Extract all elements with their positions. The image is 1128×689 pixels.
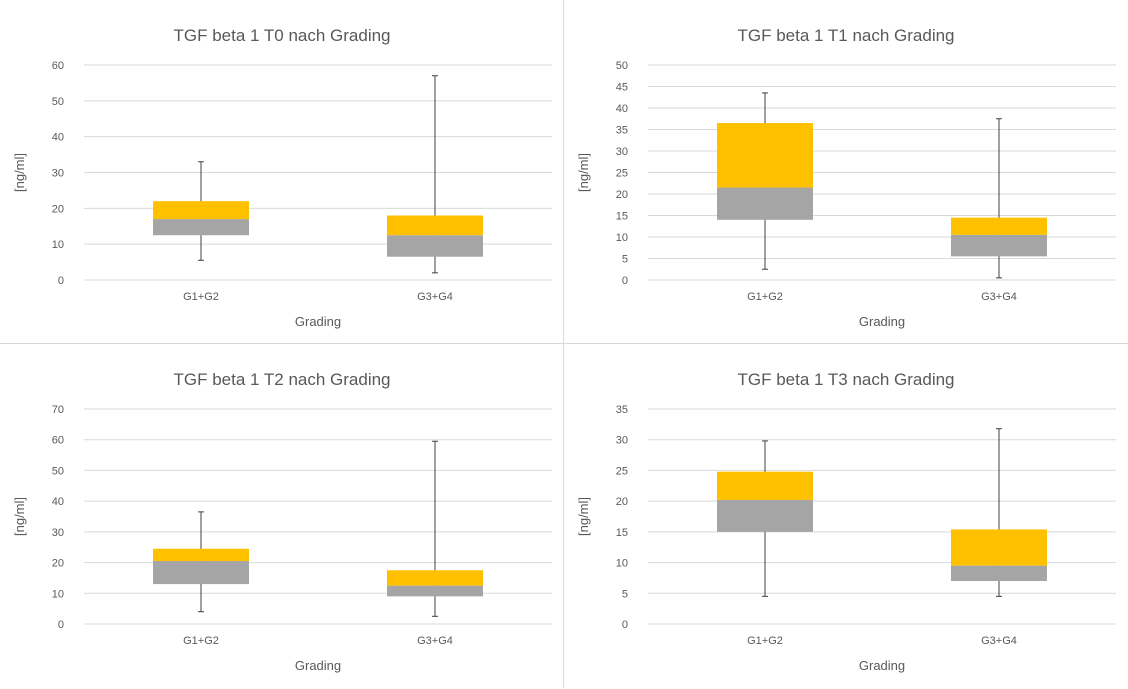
y-tick-label: 30 — [616, 146, 628, 158]
chart-panel-t1: TGF beta 1 T1 nach Grading 0 5 10 15 20 25 30 35… — [564, 0, 1128, 344]
y-tick-label: 50 — [52, 465, 64, 477]
box-g3-g4 — [951, 118, 1047, 279]
box-g3-g4 — [387, 75, 483, 274]
box-lower-quartile — [951, 565, 1047, 581]
y-tick-label: 10 — [616, 232, 628, 244]
x-category-label: G1+G2 — [183, 291, 219, 303]
box-upper-quartile — [951, 217, 1047, 235]
y-tick-label: 0 — [58, 275, 64, 287]
box-plot-t0: TGF beta 1 T0 nach Grading 0 10 20 30 40 50 60 [… — [12, 26, 552, 329]
x-category-label: G3+G4 — [417, 291, 453, 303]
x-category-label: G1+G2 — [747, 291, 783, 303]
box-plot-t2: TGF beta 1 T2 nach Grading 0 10 20 30 40 50 60 7… — [12, 370, 552, 673]
box-lower-quartile — [153, 561, 249, 585]
box-plot-t3: TGF beta 1 T3 nach Grading 0 5 10 15 20 25 30 35… — [576, 370, 1116, 673]
box-lower-quartile — [717, 499, 813, 532]
chart-title: TGF beta 1 T0 nach Grading — [173, 26, 390, 45]
y-tick-label: 0 — [622, 275, 628, 287]
box-g1-g2 — [717, 440, 813, 597]
y-tick-label: 60 — [52, 435, 64, 447]
y-tick-label: 45 — [616, 82, 628, 94]
box-plot-t1: TGF beta 1 T1 nach Grading 0 5 10 15 20 25 30 35… — [576, 26, 1116, 329]
y-tick-label: 30 — [52, 168, 64, 180]
y-tick-label: 35 — [616, 125, 628, 137]
box-g3-g4 — [951, 428, 1047, 597]
box-lower-quartile — [717, 187, 813, 220]
y-tick-label: 30 — [616, 435, 628, 447]
box-upper-quartile — [153, 201, 249, 220]
y-axis-title: [ng/ml] — [12, 153, 27, 192]
box-g1-g2 — [153, 511, 249, 613]
box-upper-quartile — [387, 215, 483, 236]
y-tick-label: 0 — [622, 619, 628, 631]
y-tick-label: 40 — [52, 132, 64, 144]
y-tick-label: 40 — [616, 103, 628, 115]
y-tick-label: 15 — [616, 527, 628, 539]
x-axis-title: Grading — [295, 314, 341, 329]
x-category-label: G1+G2 — [747, 635, 783, 647]
y-tick-label: 10 — [52, 588, 64, 600]
chart-title: TGF beta 1 T3 nach Grading — [737, 370, 954, 389]
y-axis-title: [ng/ml] — [576, 497, 591, 536]
x-axis-title: Grading — [859, 314, 905, 329]
box-lower-quartile — [387, 585, 483, 597]
chart-title: TGF beta 1 T2 nach Grading — [173, 370, 390, 389]
y-tick-label: 25 — [616, 465, 628, 477]
box-lower-quartile — [153, 219, 249, 236]
chart-title: TGF beta 1 T1 nach Grading — [737, 26, 954, 45]
y-axis-title: [ng/ml] — [576, 153, 591, 192]
chart-panel-t3: TGF beta 1 T3 nach Grading 0 5 10 15 20 25 30 35… — [564, 344, 1128, 688]
y-tick-label: 50 — [616, 60, 628, 72]
y-tick-label: 25 — [616, 168, 628, 180]
y-tick-label: 0 — [58, 619, 64, 631]
y-axis-title: [ng/ml] — [12, 497, 27, 536]
y-tick-label: 20 — [52, 558, 64, 570]
box-upper-quartile — [717, 471, 813, 500]
x-category-label: G3+G4 — [417, 635, 453, 647]
y-tick-label: 50 — [52, 96, 64, 108]
y-tick-label: 15 — [616, 211, 628, 223]
x-category-label: G1+G2 — [183, 635, 219, 647]
y-tick-label: 30 — [52, 527, 64, 539]
box-upper-quartile — [951, 529, 1047, 566]
chart-panel-t0: TGF beta 1 T0 nach Grading 0 10 20 30 40 50 60 [… — [0, 0, 564, 344]
y-tick-label: 5 — [622, 254, 628, 266]
y-tick-label: 20 — [52, 203, 64, 215]
y-tick-label: 35 — [616, 404, 628, 416]
box-upper-quartile — [153, 548, 249, 562]
box-lower-quartile — [951, 234, 1047, 257]
box-lower-quartile — [387, 235, 483, 257]
x-axis-title: Grading — [859, 658, 905, 673]
box-g3-g4 — [387, 440, 483, 617]
x-category-label: G3+G4 — [981, 635, 1017, 647]
x-axis-title: Grading — [295, 658, 341, 673]
y-tick-label: 10 — [616, 558, 628, 570]
box-g1-g2 — [153, 161, 249, 261]
y-tick-label: 60 — [52, 60, 64, 72]
y-tick-label: 5 — [622, 588, 628, 600]
y-tick-label: 70 — [52, 404, 64, 416]
box-upper-quartile — [387, 570, 483, 586]
chart-panel-t2: TGF beta 1 T2 nach Grading 0 10 20 30 40 50 60 7… — [0, 344, 564, 688]
box-g1-g2 — [717, 92, 813, 270]
x-category-label: G3+G4 — [981, 291, 1017, 303]
y-tick-label: 20 — [616, 189, 628, 201]
y-tick-label: 40 — [52, 496, 64, 508]
y-tick-label: 10 — [52, 239, 64, 251]
box-upper-quartile — [717, 123, 813, 188]
y-tick-label: 20 — [616, 496, 628, 508]
